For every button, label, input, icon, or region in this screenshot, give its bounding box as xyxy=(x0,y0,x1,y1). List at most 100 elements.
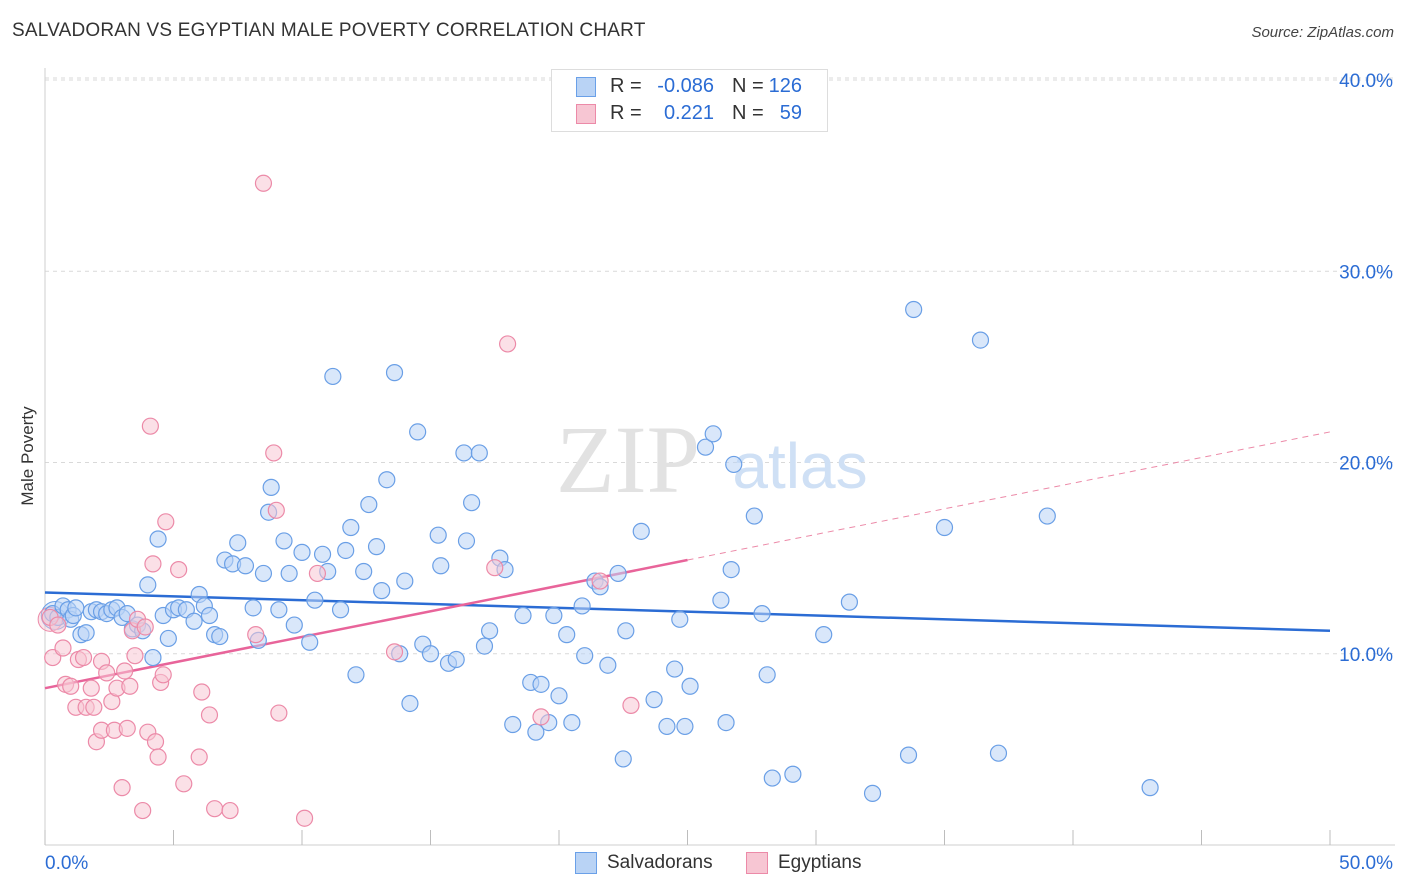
point-salvadorans xyxy=(1038,507,1056,525)
r-label: R = xyxy=(610,75,642,97)
point-egyptians xyxy=(270,704,288,722)
watermark-zip: ZIP xyxy=(556,406,700,513)
point-salvadorans xyxy=(185,612,203,630)
point-salvadorans xyxy=(244,599,262,617)
point-salvadorans xyxy=(514,606,532,625)
point-egyptians xyxy=(308,564,327,583)
trendline-salvadorans xyxy=(44,591,1331,633)
point-salvadorans xyxy=(696,438,715,456)
point-egyptians xyxy=(295,809,314,827)
point-salvadorans xyxy=(429,526,447,544)
point-salvadorans xyxy=(676,717,694,736)
point-salvadorans xyxy=(409,423,427,441)
point-egyptians xyxy=(499,335,517,353)
point-salvadorans xyxy=(432,557,450,575)
point-salvadorans xyxy=(815,626,833,644)
point-salvadorans xyxy=(401,694,419,713)
n-label: N = xyxy=(732,102,764,124)
point-salvadorans xyxy=(527,723,545,741)
point-salvadorans xyxy=(532,675,550,693)
point-salvadorans xyxy=(971,331,990,349)
point-egyptians xyxy=(154,666,172,684)
trendlines xyxy=(44,431,1331,690)
point-egyptians xyxy=(149,748,167,766)
point-salvadorans xyxy=(337,541,355,560)
point-salvadorans xyxy=(373,582,391,600)
point-salvadorans xyxy=(1141,779,1159,797)
point-salvadorans xyxy=(421,645,440,663)
point-egyptians xyxy=(85,698,103,716)
point-salvadorans xyxy=(475,637,494,655)
y-tick-label: 30.0% xyxy=(1339,262,1393,283)
point-salvadorans xyxy=(899,746,918,764)
point-salvadorans xyxy=(396,572,414,590)
source-label: Source: ZipAtlas.com xyxy=(1251,24,1394,41)
point-salvadorans xyxy=(576,647,594,665)
watermark: ZIP atlas xyxy=(556,406,868,513)
point-egyptians xyxy=(175,775,193,793)
axes xyxy=(44,68,1395,846)
point-salvadorans xyxy=(360,495,378,514)
point-salvadorans xyxy=(313,545,332,563)
point-salvadorans xyxy=(457,532,476,550)
egyptians-swatch xyxy=(576,104,596,124)
point-egyptians xyxy=(265,444,283,462)
point-egyptians xyxy=(49,616,67,634)
stats-box: R = -0.086 N = 126 R = 0.221 N = 59 xyxy=(551,69,828,132)
point-salvadorans xyxy=(470,444,488,462)
point-salvadorans xyxy=(614,750,632,768)
point-salvadorans xyxy=(236,557,255,575)
r-value-salvadorans: -0.086 xyxy=(657,75,714,97)
legend-swatch-egyptians xyxy=(746,852,768,874)
point-egyptians xyxy=(113,779,131,797)
point-salvadorans xyxy=(545,606,563,625)
point-egyptians xyxy=(118,719,136,737)
point-salvadorans xyxy=(717,713,735,732)
trendline-egyptians xyxy=(44,558,688,690)
data-points xyxy=(37,174,1159,827)
point-salvadorans xyxy=(254,564,273,583)
point-egyptians xyxy=(221,801,239,820)
point-salvadorans xyxy=(275,532,293,550)
point-salvadorans xyxy=(378,471,396,489)
point-salvadorans xyxy=(784,765,802,783)
point-egyptians xyxy=(206,800,224,818)
legend-label-salvadorans: Salvadorans xyxy=(607,852,713,873)
point-egyptians xyxy=(200,706,219,724)
salvadorans-swatch xyxy=(576,77,596,97)
point-salvadorans xyxy=(725,455,743,474)
point-egyptians xyxy=(486,559,504,577)
point-egyptians xyxy=(144,555,162,573)
point-egyptians xyxy=(141,417,159,435)
point-salvadorans xyxy=(666,660,684,678)
n-label: N = xyxy=(732,75,764,97)
point-salvadorans xyxy=(270,601,288,619)
point-salvadorans xyxy=(504,715,522,734)
point-egyptians xyxy=(54,639,72,657)
r-value-egyptians: 0.221 xyxy=(663,102,714,124)
point-egyptians xyxy=(116,662,134,680)
point-salvadorans xyxy=(989,744,1008,762)
point-egyptians xyxy=(62,677,80,695)
point-egyptians xyxy=(146,733,165,751)
point-egyptians xyxy=(121,677,139,695)
legend-swatch-salvadorans xyxy=(575,852,597,874)
point-egyptians xyxy=(385,643,404,661)
point-salvadorans xyxy=(753,604,771,623)
point-salvadorans xyxy=(671,610,689,628)
point-egyptians xyxy=(622,696,640,714)
point-egyptians xyxy=(193,683,211,701)
point-egyptians xyxy=(247,626,265,644)
point-salvadorans xyxy=(324,367,342,386)
point-salvadorans xyxy=(262,478,280,496)
point-salvadorans xyxy=(342,518,360,537)
point-salvadorans xyxy=(905,300,923,319)
point-salvadorans xyxy=(840,593,859,611)
point-egyptians xyxy=(157,513,175,531)
point-salvadorans xyxy=(385,364,404,382)
point-egyptians xyxy=(267,501,285,519)
point-egyptians xyxy=(190,748,208,766)
point-salvadorans xyxy=(367,538,386,556)
y-tick-label: 20.0% xyxy=(1339,454,1393,475)
point-salvadorans xyxy=(758,666,776,684)
